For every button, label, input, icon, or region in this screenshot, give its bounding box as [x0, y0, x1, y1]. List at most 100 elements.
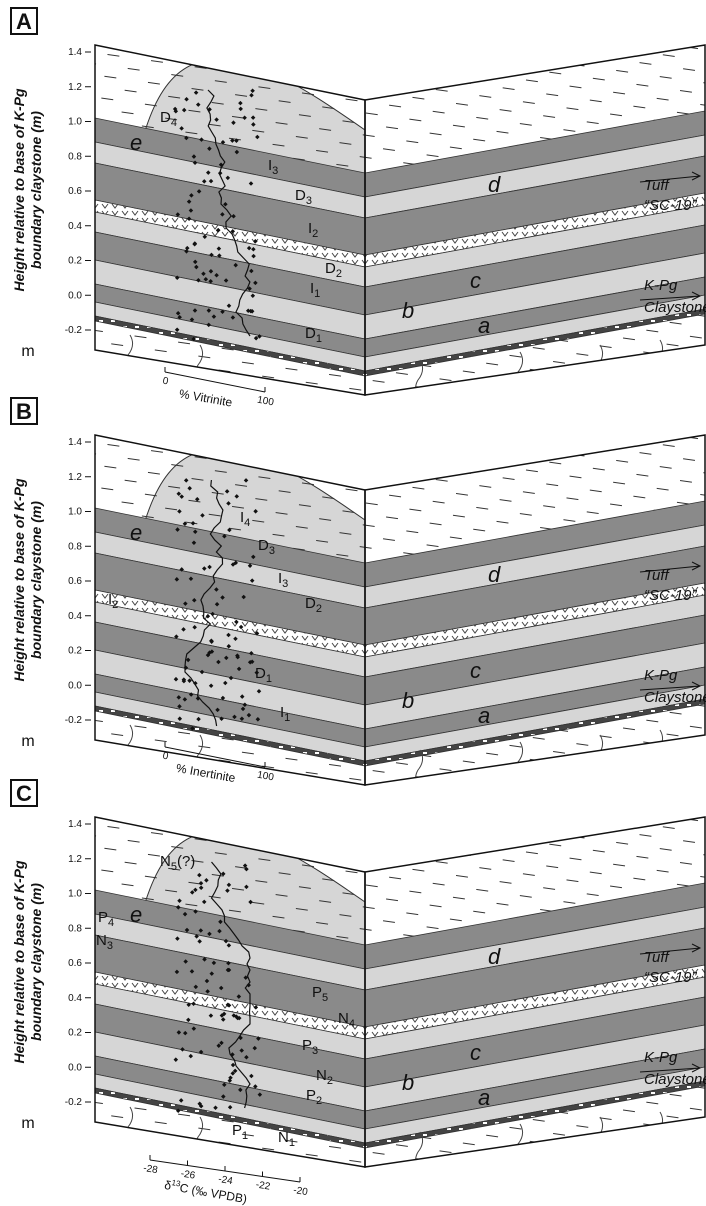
panel-label: A	[16, 9, 32, 34]
layer-label: N5(?)	[160, 853, 195, 873]
layer-letter: I	[240, 509, 244, 526]
layer-index: 2	[316, 603, 322, 615]
sample-point	[227, 527, 232, 533]
x-axis-label-part: δ	[163, 1178, 172, 1193]
kpg-label: Claystone	[644, 299, 706, 316]
layer-index: 1	[266, 673, 272, 685]
panel-label-box	[10, 7, 38, 35]
layer-index: 1	[316, 333, 322, 345]
layer-letter: N	[278, 1129, 289, 1146]
sample-point	[190, 726, 195, 731]
sample-point	[244, 1054, 249, 1060]
sample-point	[244, 866, 249, 872]
kpg-label: K-Pg	[644, 1049, 678, 1066]
sample-point	[242, 863, 248, 868]
layer-label: N4	[338, 1010, 355, 1030]
y-axis-label-line: Height relative to base of K-Pg	[11, 860, 27, 1063]
unit-letter: e	[130, 902, 142, 927]
unit-letter: e	[130, 130, 142, 155]
sample-point	[179, 494, 184, 499]
sample-point	[189, 890, 195, 895]
unit-letter: b	[402, 688, 414, 713]
layer-letter: I	[280, 704, 284, 721]
x-axis-label: % Inertinite	[175, 761, 237, 785]
sample-point	[191, 1001, 196, 1007]
y-axis-label: Height relative to base of K-Pgboundary …	[11, 478, 44, 681]
layer-label: I1	[280, 704, 290, 724]
layer-label: P4	[98, 909, 114, 929]
layer-letter: N	[316, 1067, 327, 1084]
sample-point	[182, 1030, 188, 1036]
x-tick-label: 100	[256, 395, 275, 409]
panel-label: B	[16, 399, 32, 424]
unit-letter: d	[488, 562, 501, 587]
sample-point	[253, 280, 258, 286]
arrow	[639, 291, 702, 301]
strata	[95, 435, 705, 785]
layer-index: 3	[282, 578, 288, 590]
kpg-label: Claystone	[644, 1071, 706, 1088]
layer-letter: I	[278, 570, 282, 587]
x-axis-label-sup: 13	[171, 1178, 182, 1189]
arrow	[639, 943, 702, 955]
x-axis-label: δ13C (‰ VPDB)	[163, 1177, 248, 1206]
sample-point	[205, 989, 210, 994]
root	[415, 1131, 424, 1167]
layer-letter: N	[160, 853, 171, 870]
sample-point	[252, 1045, 258, 1051]
layer-label: I2	[108, 591, 118, 611]
y-unit: m	[21, 733, 34, 750]
layer-letter: P	[302, 1037, 312, 1054]
sample-point	[231, 120, 236, 125]
x-axis	[164, 746, 266, 768]
layer-label: D1	[305, 325, 322, 345]
unit-letter: c	[470, 268, 481, 293]
sample-point	[257, 334, 262, 339]
y-tick-label: 0.2	[68, 1028, 82, 1039]
sample-point	[204, 978, 210, 984]
x-axis-label: % Vitrinite	[178, 386, 234, 409]
sample-point	[253, 335, 259, 341]
arrow	[639, 1063, 702, 1073]
sample-point	[214, 273, 219, 278]
layer-index: 3	[269, 545, 275, 557]
layer-label: P3	[302, 1037, 318, 1057]
layer-index: 1	[289, 1137, 295, 1149]
y-tick-label: 0.4	[68, 221, 82, 232]
y-tick-label: 0.0	[68, 680, 82, 691]
x-axis-label-part: C (‰ VPDB)	[179, 1181, 248, 1206]
y-axis-label-line: Height relative to base of K-Pg	[11, 478, 27, 681]
y-axis-label-line: boundary claystone (m)	[28, 111, 44, 269]
layer-label: I2	[308, 220, 318, 240]
layer-label: D2	[325, 260, 342, 280]
x-tick-label: 100	[256, 770, 275, 784]
sample-point	[236, 666, 242, 672]
y-tick-label: 0.6	[68, 576, 82, 587]
sample-point	[179, 126, 184, 131]
layer-label: I3	[268, 157, 278, 177]
layer-index: 3	[272, 165, 278, 177]
sample-point	[239, 694, 245, 699]
sample-point	[255, 134, 260, 140]
y-tick-label: 0.8	[68, 541, 82, 552]
sample-point	[189, 317, 195, 322]
right-face	[364, 44, 706, 396]
y-tick-label: 0.2	[68, 646, 82, 657]
layer-letter: I	[268, 157, 272, 174]
sample-point	[191, 540, 197, 545]
sample-point	[249, 268, 254, 274]
unit-letter: d	[488, 944, 501, 969]
sample-point	[221, 1094, 226, 1099]
sample-point	[175, 936, 180, 941]
sample-point	[216, 1043, 222, 1048]
sample-point	[197, 939, 202, 944]
y-tick-label: 0.4	[68, 611, 82, 622]
right-face	[364, 816, 706, 1168]
y-axis-label-line: boundary claystone (m)	[28, 883, 44, 1041]
layer-letter: I	[308, 220, 312, 237]
root	[415, 359, 424, 395]
sample-point	[239, 716, 245, 722]
layer-index: 1	[242, 1130, 248, 1142]
sample-point	[174, 275, 180, 280]
